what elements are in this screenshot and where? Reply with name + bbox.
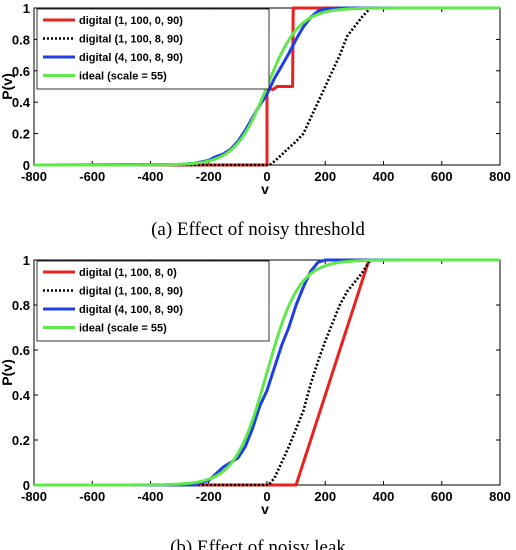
legend: digital (1, 100, 8, 0) digital (1, 100, 8… (36, 260, 270, 342)
series-line-1 (34, 258, 500, 487)
x-tick-label: 600 (431, 169, 453, 184)
y-tick-label: 0 (23, 478, 30, 493)
series-line-2 (34, 258, 500, 487)
figure-caption: (a) Effect of noisy threshold (151, 219, 365, 240)
x-tick-label: 200 (314, 489, 336, 504)
y-tick-label: 1 (23, 1, 30, 16)
chart-b: -800 -600 -400 -200 0 200 400 600 80000.20.40.60… (0, 253, 511, 550)
x-tick-label: -200 (196, 169, 222, 184)
x-tick-label: -200 (196, 489, 222, 504)
legend-label: ideal (scale = 55) (79, 71, 167, 83)
x-tick-label: 0 (263, 489, 270, 504)
x-tick-label: -400 (137, 169, 163, 184)
legend-label: digital (1, 100, 8, 0) (79, 267, 177, 279)
legend-label: digital (4, 100, 8, 90) (79, 52, 183, 64)
y-tick-label: 0.2 (12, 127, 30, 142)
x-tick-label: 200 (314, 169, 336, 184)
y-tick-label: 0.4 (12, 388, 31, 403)
y-axis-label: P(v) (0, 359, 15, 385)
y-tick-label: 0.8 (12, 32, 30, 47)
x-tick-label: -400 (137, 489, 163, 504)
chart-a: -800 -600 -400 -200 0 200 400 600 80000.20.40.60… (0, 1, 511, 240)
legend-label: digital (1, 100, 8, 90) (79, 34, 183, 46)
x-tick-label: 600 (431, 489, 453, 504)
y-axis: 0 0.2 0.4 0.6 0.8 1 (12, 253, 500, 493)
y-tick-label: 0.2 (12, 433, 30, 448)
y-axis: 0 0.2 0.4 0.6 0.8 1 (12, 1, 500, 173)
y-tick-label: 0 (23, 158, 30, 173)
x-tick-label: -800 (21, 489, 47, 504)
legend-label: digital (4, 100, 8, 90) (79, 304, 183, 316)
legend-box (36, 8, 270, 90)
series-line-4 (34, 258, 500, 487)
x-tick-label: 400 (373, 489, 395, 504)
x-tick-label: -800 (21, 169, 47, 184)
series-line-2 (34, 6, 500, 167)
y-axis-label: P(v) (0, 73, 15, 99)
x-tick-label: 400 (373, 169, 395, 184)
x-tick-label: -600 (79, 489, 105, 504)
figure-caption: (b) Effect of noisy leak (170, 537, 346, 550)
legend-label: digital (1, 100, 0, 90) (79, 15, 183, 27)
y-tick-label: 0.4 (12, 95, 31, 110)
x-tick-label: 800 (489, 169, 511, 184)
y-tick-label: 0.6 (12, 343, 30, 358)
y-tick-label: 0.6 (12, 64, 30, 79)
x-axis-label: v (261, 501, 269, 517)
x-axis-label: v (261, 181, 269, 197)
legend-box (36, 260, 270, 342)
legend-label: digital (1, 100, 8, 90) (79, 286, 183, 298)
legend-label: ideal (scale = 55) (79, 323, 167, 335)
y-tick-label: 1 (23, 253, 30, 268)
y-tick-label: 0.8 (12, 298, 30, 313)
x-tick-label: 800 (489, 489, 511, 504)
x-tick-label: 0 (263, 169, 270, 184)
x-axis: -800 -600 -400 -200 0 200 400 600 800 (21, 260, 511, 504)
x-tick-label: -600 (79, 169, 105, 184)
legend: digital (1, 100, 0, 90) digital (1, 100, … (36, 8, 270, 90)
series-group (34, 258, 500, 487)
